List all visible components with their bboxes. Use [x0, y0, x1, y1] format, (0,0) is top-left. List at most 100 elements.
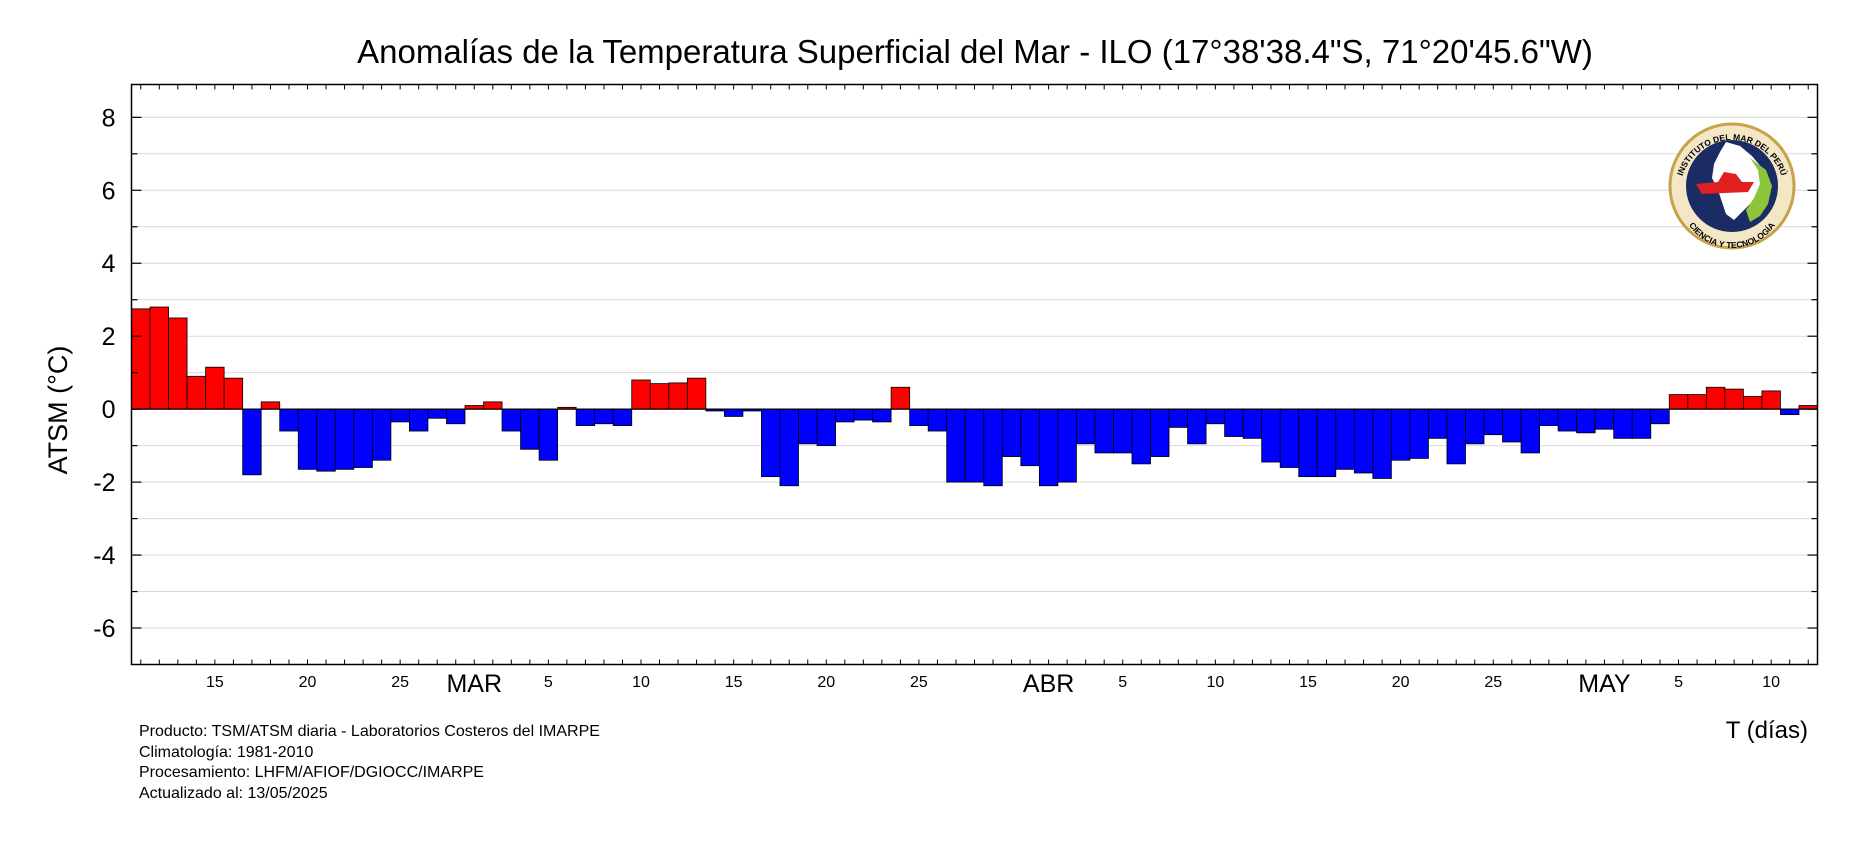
- y-tick-label: 0: [102, 396, 116, 424]
- bar: [205, 366, 225, 410]
- bar: [1428, 408, 1448, 439]
- bar: [149, 306, 169, 410]
- bars: [131, 306, 1818, 487]
- bar: [816, 408, 836, 447]
- x-axis-label: T (días): [1726, 717, 1808, 744]
- bar: [779, 408, 799, 487]
- bar: [223, 377, 244, 410]
- x-tick-label: 25: [1484, 674, 1502, 691]
- bar: [1057, 408, 1077, 483]
- bar: [1353, 408, 1374, 474]
- bar: [1650, 408, 1670, 425]
- bar: [1668, 394, 1689, 410]
- bar: [1094, 408, 1114, 454]
- bar: [1483, 408, 1503, 436]
- bar: [1409, 408, 1429, 459]
- axis-ticks: [131, 84, 1818, 665]
- x-month-label: ABR: [1023, 670, 1074, 698]
- bar: [1539, 408, 1559, 426]
- bar: [1020, 408, 1040, 467]
- bar: [1205, 408, 1226, 425]
- bar: [1576, 408, 1596, 434]
- x-tick-label: 10: [1206, 674, 1224, 691]
- bar: [575, 408, 596, 426]
- bar: [853, 408, 873, 421]
- bar: [1594, 408, 1615, 430]
- bar: [964, 408, 985, 483]
- bar: [927, 408, 948, 432]
- x-tick-label: 10: [1762, 674, 1780, 691]
- bar: [1150, 408, 1170, 457]
- bar: [909, 408, 929, 426]
- bar: [1001, 408, 1022, 457]
- y-tick-label: 2: [102, 323, 116, 351]
- bar: [538, 408, 559, 461]
- bar: [723, 408, 744, 417]
- bar: [1631, 408, 1652, 439]
- bar: [1242, 408, 1263, 439]
- bar: [1224, 408, 1244, 437]
- bar: [1076, 408, 1096, 445]
- x-tick-label: 20: [817, 674, 835, 691]
- bar: [1705, 386, 1726, 410]
- bar: [1372, 408, 1392, 479]
- bar: [427, 408, 447, 419]
- bar: [1724, 388, 1744, 410]
- bar: [1465, 408, 1485, 445]
- footer-updated: Actualizado al: 13/05/2025: [139, 784, 328, 802]
- bar: [1187, 408, 1207, 445]
- bar: [890, 386, 911, 410]
- x-tick-label: 25: [391, 674, 409, 691]
- bar: [260, 401, 281, 410]
- x-month-label: MAY: [1578, 670, 1631, 698]
- y-tick-label: 6: [102, 177, 116, 205]
- bar: [1335, 408, 1355, 470]
- bar: [1502, 408, 1522, 443]
- x-tick-label: 20: [299, 674, 317, 691]
- footer-processing: Procesamiento: LHFM/AFIOF/DGIOCC/IMARPE: [139, 764, 484, 781]
- x-tick-label: 15: [206, 674, 224, 691]
- bar: [186, 375, 207, 410]
- bar: [242, 408, 262, 476]
- bar: [1780, 408, 1800, 416]
- bar: [279, 408, 299, 432]
- x-month-label: MAR: [446, 670, 502, 698]
- bar: [1113, 408, 1133, 454]
- x-tick-label: 5: [544, 674, 553, 691]
- y-tick-label: -4: [93, 542, 115, 570]
- footer-climatology: Climatología: 1981-2010: [139, 743, 314, 761]
- bar: [168, 317, 188, 410]
- bar: [390, 408, 410, 423]
- chart-title: Anomalías de la Temperatura Superficial …: [357, 33, 1593, 70]
- bar: [1298, 408, 1318, 478]
- plot-frame: [130, 83, 1819, 666]
- footer-notes: Producto: TSM/ATSM diaria - Laboratorios…: [139, 722, 600, 804]
- bar: [334, 408, 355, 470]
- y-tick-label: 8: [102, 104, 116, 132]
- bar: [371, 408, 392, 461]
- y-tick-label: -2: [93, 469, 115, 497]
- bar: [1557, 408, 1578, 432]
- bar: [1761, 390, 1781, 410]
- y-tick-label: 4: [102, 250, 116, 278]
- bar: [668, 382, 688, 410]
- bar: [872, 408, 892, 423]
- x-tick-label: 20: [1392, 674, 1410, 691]
- x-tick-label: 10: [632, 674, 650, 691]
- bar: [612, 408, 633, 426]
- x-tick-label: 25: [910, 674, 928, 691]
- footer-product: Producto: TSM/ATSM diaria - Laboratorios…: [139, 723, 600, 740]
- bar: [798, 408, 818, 445]
- y-tick-labels: -6 -4 -2 0 2 4 6 8: [93, 104, 115, 643]
- bar: [1520, 408, 1540, 454]
- bar: [1131, 408, 1151, 465]
- x-tick-label: 15: [1299, 674, 1317, 691]
- bar: [1613, 408, 1633, 439]
- x-tick-labels: 15 20 25 MAR 5 10 15 20 25 ABR 5 10 15 20 25 MAY 5 10: [206, 670, 1780, 698]
- bar: [446, 408, 466, 425]
- bar: [983, 408, 1003, 487]
- y-tick-label: -6: [93, 615, 115, 643]
- bar: [1168, 408, 1188, 428]
- imarpe-logo: INSTITUTO DEL MAR DEL PERÚ CIENCIA Y TEC…: [1668, 122, 1796, 250]
